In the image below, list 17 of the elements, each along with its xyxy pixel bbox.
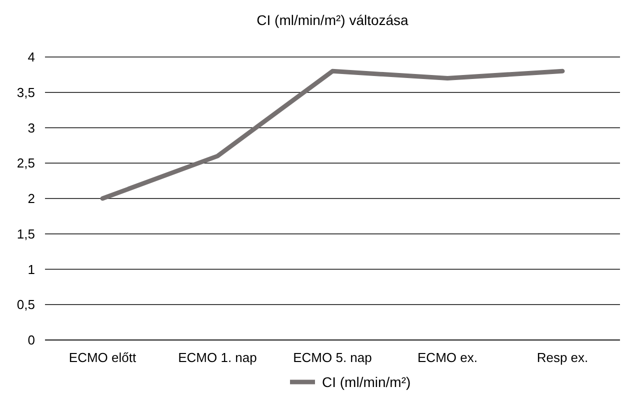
- x-tick-label: ECMO 5. nap: [293, 350, 372, 365]
- y-tick-label: 3,5: [16, 84, 35, 100]
- x-tick-label: ECMO 1. nap: [178, 350, 257, 365]
- y-tick-label: 3: [28, 120, 35, 136]
- y-tick-label: 4: [28, 50, 35, 65]
- x-tick-label: ECMO ex.: [418, 350, 478, 365]
- y-tick-label: 2: [28, 191, 35, 206]
- y-tick-label: 0: [28, 332, 35, 348]
- legend-label: CI (ml/min/m²): [322, 374, 411, 390]
- x-tick-label: Resp ex.: [536, 350, 588, 365]
- y-tick-label: 1,5: [16, 226, 35, 242]
- x-tick-label: ECMO előtt: [68, 350, 136, 365]
- y-tick-label: 1: [28, 262, 35, 277]
- chart-title: CI (ml/min/m²) változása: [256, 12, 409, 28]
- y-tick-label: 0,5: [16, 297, 35, 312]
- line-series: [100, 68, 565, 201]
- y-tick-label: 2,5: [16, 156, 35, 171]
